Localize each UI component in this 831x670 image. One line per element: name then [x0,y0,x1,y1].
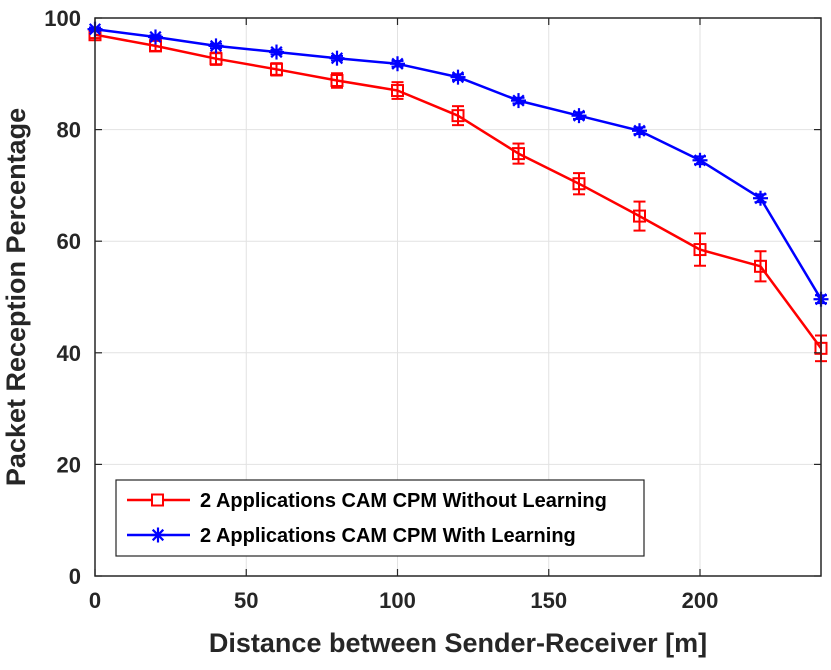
data-point [329,50,345,66]
series-1 [87,21,829,307]
axis-ticks: 0 50 100 150 200 0 20 40 60 80 100 [44,6,821,613]
x-tick-label: 0 [89,588,101,613]
data-point [450,69,466,85]
x-tick-label: 200 [682,588,719,613]
data-point [693,243,707,257]
x-tick-label: 50 [234,588,258,613]
data-point [511,93,526,109]
data-point [208,38,224,54]
data-point [632,123,647,139]
data-point [148,29,163,45]
data-point [391,84,404,98]
data-point [692,152,708,168]
plot-frame [94,17,822,577]
data-point [572,177,586,191]
y-tick-label: 100 [44,6,81,31]
y-tick-label: 40 [57,341,81,366]
legend-entry-1: 2 Applications CAM CPM With Learning [127,525,576,547]
y-axis-title: Packet Reception Percentage [1,108,31,486]
y-tick-label: 80 [57,118,81,143]
x-axis-title: Distance between Sender-Receiver [m] [209,628,707,658]
legend-square-marker [151,493,164,507]
legend-label-0: 2 Applications CAM CPM Without Learning [200,490,607,512]
legend: 2 Applications CAM CPM Without Learning … [115,479,645,557]
data-point [269,44,284,60]
y-tick-label: 20 [57,452,81,477]
data-point [390,56,405,72]
x-tick-label: 100 [379,588,416,613]
data-point [270,62,283,76]
legend-entry-0: 2 Applications CAM CPM Without Learning [127,490,607,512]
y-tick-label: 60 [57,229,81,254]
x-tick-label: 150 [530,588,567,613]
series-layer [87,21,829,363]
y-tick-label: 0 [69,564,81,589]
data-point [512,147,525,161]
data-point [330,73,344,87]
data-point [633,209,646,223]
legend-box [115,479,645,557]
data-point [571,108,587,124]
legend-asterisk-marker [150,527,166,543]
data-point [753,190,768,206]
data-point [451,109,465,123]
legend-label-1: 2 Applications CAM CPM With Learning [200,525,576,547]
data-point [754,259,767,273]
